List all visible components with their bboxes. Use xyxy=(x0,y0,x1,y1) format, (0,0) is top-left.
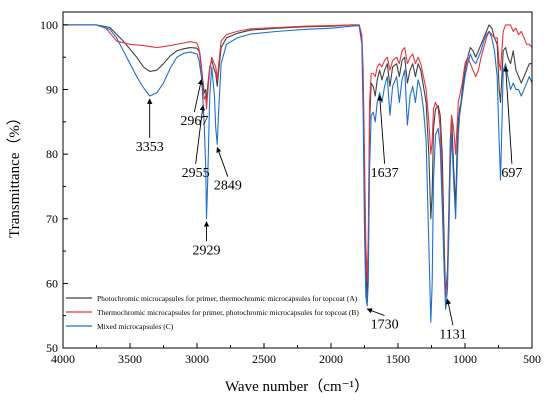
x-tick-label-1: 3500 xyxy=(118,352,142,366)
annotation-label-7: 1131 xyxy=(439,327,466,342)
y-tick-label-0: 50 xyxy=(46,341,58,355)
series-layer xyxy=(63,24,533,323)
x-tick-label-6: 1000 xyxy=(453,352,477,366)
y-tick-label-3: 80 xyxy=(46,147,58,161)
x-axis-title: Wave number（cm⁻¹） xyxy=(225,378,369,395)
annotation-arrow-7 xyxy=(445,298,454,326)
annotation-2929: 2929 xyxy=(193,221,221,258)
annotation-697: 697 xyxy=(501,66,522,181)
series-line-1 xyxy=(63,24,533,297)
x-tick-label-2: 3000 xyxy=(185,352,209,366)
x-tick-label-5: 1500 xyxy=(386,352,410,366)
annotation-arrow-6 xyxy=(366,308,385,317)
legend-entry-1: Thermochromic microcapsules for primer, … xyxy=(66,308,359,317)
annotation-3353: 3353 xyxy=(136,98,164,155)
annotation-label-8: 697 xyxy=(501,166,522,181)
legend-label-0: Photochromic microcapsules for primer, t… xyxy=(97,294,358,303)
annotation-arrow-3 xyxy=(216,146,229,177)
legend-entry-2: Mixed microcapsules (C) xyxy=(66,322,174,331)
annotation-layer: 3353 2967 2955 2849 2929 1637 1730 1131 697 xyxy=(136,66,522,342)
legend-label-2: Mixed microcapsules (C) xyxy=(97,322,174,331)
legend: Photochromic microcapsules for primer, t… xyxy=(66,294,359,331)
y-tick-label-2: 70 xyxy=(46,212,58,226)
annotation-1730: 1730 xyxy=(366,308,399,333)
annotation-arrow-1 xyxy=(193,79,204,113)
annotation-label-5: 1637 xyxy=(371,166,399,181)
annotation-arrow-5 xyxy=(377,95,386,164)
x-tick-label-3: 2500 xyxy=(252,352,276,366)
y-tick-label-1: 60 xyxy=(46,276,58,290)
annotation-2849: 2849 xyxy=(214,146,242,194)
annotation-arrow-8 xyxy=(503,66,513,164)
annotation-label-1: 2967 xyxy=(180,114,208,129)
legend-label-1: Thermochromic microcapsules for primer, … xyxy=(97,308,359,317)
legend-entry-0: Photochromic microcapsules for primer, t… xyxy=(66,294,358,303)
annotation-label-6: 1730 xyxy=(371,318,399,333)
series-line-2 xyxy=(63,24,533,323)
annotation-arrow-2 xyxy=(195,104,206,164)
annotation-1637: 1637 xyxy=(371,95,399,181)
annotation-1131: 1131 xyxy=(439,298,467,342)
annotation-2955: 2955 xyxy=(182,104,210,181)
axes-layer: 4000 3500 3000 2500 2000 1500 1000 500 50 60 70 80 9… xyxy=(40,11,541,366)
y-axis-title: Transmittance（%） xyxy=(6,110,23,238)
x-tick-label-7: 500 xyxy=(523,352,541,366)
annotation-label-0: 3353 xyxy=(136,140,164,155)
y-tick-label-5: 100 xyxy=(40,18,58,32)
annotation-label-4: 2929 xyxy=(193,243,221,258)
x-tick-label-4: 2000 xyxy=(319,352,343,366)
annotation-label-2: 2955 xyxy=(182,166,210,181)
x-tick-label-0: 4000 xyxy=(51,352,75,366)
y-tick-label-4: 90 xyxy=(46,83,58,97)
annotation-label-3: 2849 xyxy=(214,179,242,194)
